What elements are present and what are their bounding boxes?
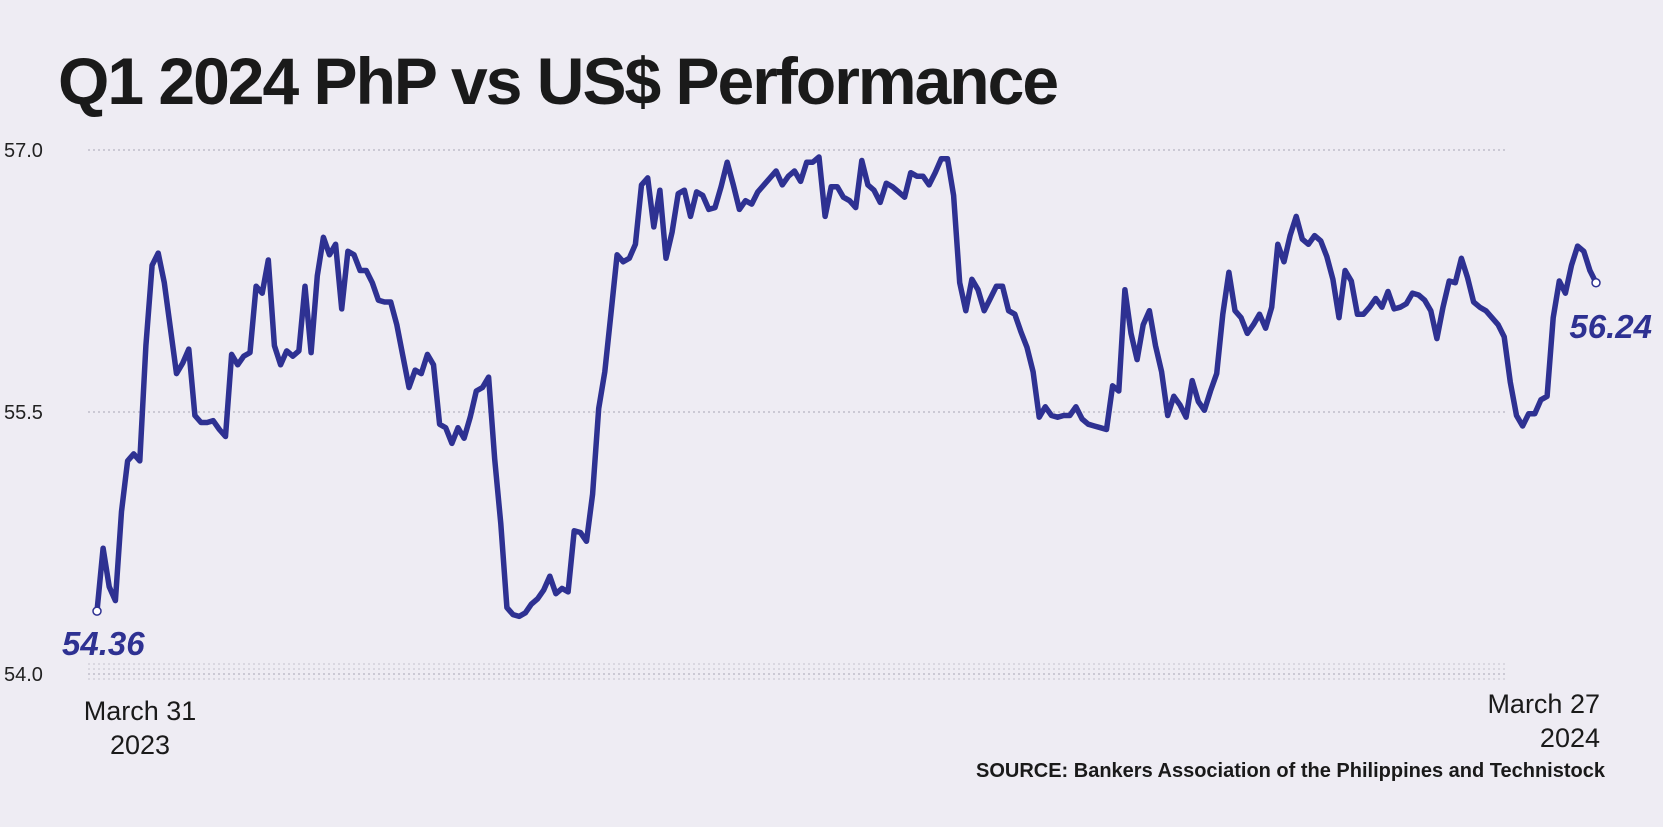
chart-title: Q1 2024 PhP vs US$ Performance [58,44,1059,118]
series-layer [92,154,1601,620]
y-axis-ticks: 57.0 55.5 54.0 [4,140,43,686]
y-tick-label: 57.0 [4,140,43,162]
end-value-label: 56.24 [1569,308,1652,345]
y-tick-label: 54.0 [4,664,43,686]
x-axis-labels: March 31 2023 March 27 2024 [84,689,1600,760]
start-value-label: 54.36 [62,625,145,662]
y-tick-label: 55.5 [4,402,43,424]
x-end-label: 2024 [1540,723,1600,753]
x-start-label: March 31 [84,696,197,726]
value-labels: 54.36 56.24 [62,308,1652,662]
x-start-label: 2023 [110,730,170,760]
grid-lines [88,149,1508,680]
series-line [94,154,1599,620]
x-end-label: March 27 [1487,689,1600,719]
end-point-marker [1591,277,1601,288]
start-point-marker [92,606,102,616]
source-note: SOURCE: Bankers Association of the Phili… [975,760,1605,782]
